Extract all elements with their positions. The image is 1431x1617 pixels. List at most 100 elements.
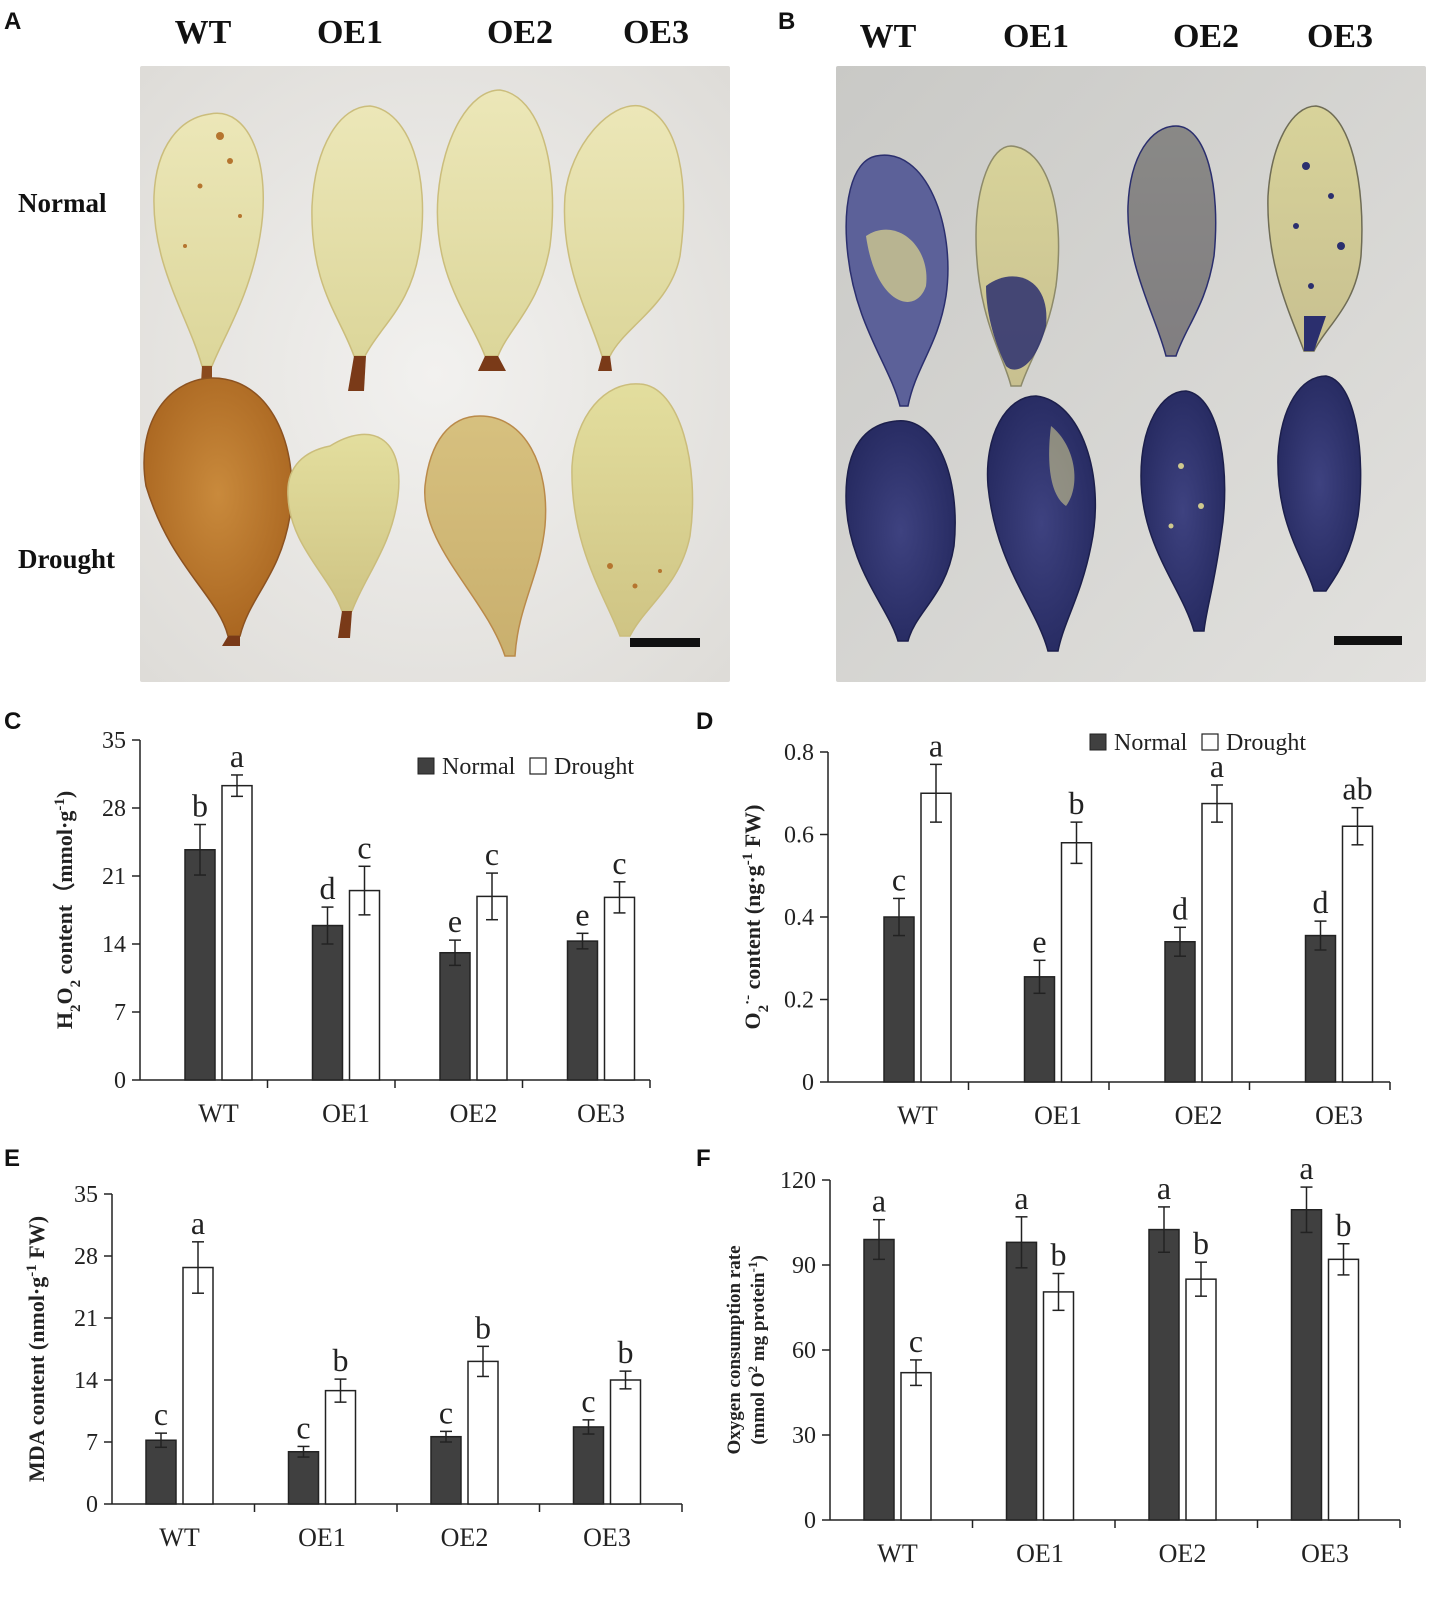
y-tick-label: 0 — [86, 1492, 98, 1518]
significance-letter: e — [1032, 923, 1046, 959]
y-axis-label-part: MDA content (nmol·g — [24, 1277, 49, 1482]
significance-letter: c — [892, 861, 906, 897]
photo-b-col-oe2: OE2 — [1172, 18, 1240, 55]
y-tick-label: 60 — [792, 1338, 816, 1364]
panel-letter-f: F — [696, 1145, 711, 1172]
legend-label-normal: Normal — [1114, 730, 1188, 756]
bar-normal — [1148, 1228, 1180, 1521]
bar-drought — [348, 889, 381, 1081]
bar-normal — [572, 1426, 605, 1505]
y-tick-label: 7 — [86, 1430, 98, 1456]
x-tick-label: OE3 — [577, 1099, 625, 1128]
leaf-b-drought-oe1 — [986, 395, 1097, 652]
bar-drought — [1327, 1258, 1360, 1521]
x-tick-label: OE1 — [1034, 1101, 1082, 1130]
chart-e-mda-content: 0 7 14 21 28 35 WT c a OE1 c b OE2 c b OE3 c b MDA content… — [0, 1180, 700, 1617]
chart-d-superoxide-content: 0 0.2 0.4 0.6 0.8 WT c a OE1 e b OE2 d a OE3 d ab O2·- co… — [700, 727, 1431, 1140]
significance-letter: c — [612, 845, 626, 881]
bar-normal — [287, 1450, 320, 1505]
bar-normal — [1164, 941, 1196, 1083]
significance-letter: d — [1172, 890, 1188, 926]
photo-b-col-wt: WT — [859, 18, 917, 55]
chart-c-h2o2-content: 0 7 14 21 28 35 WT b a OE1 d c OE2 e c OE3 e c H2O2 conten… — [0, 728, 700, 1140]
leaf-a-drought-oe3 — [571, 383, 694, 637]
y-axis-label-part: 2 — [68, 980, 84, 988]
leaf-b-drought-oe2 — [1140, 390, 1226, 632]
chart-f-oxygen-consumption-rate: 0 30 60 90 120 WT a c OE1 a b OE2 a b OE3 a b Oxygen cons… — [700, 1150, 1431, 1617]
bar-normal — [311, 924, 344, 1081]
significance-letter: b — [475, 1309, 491, 1345]
x-tick-label: OE2 — [1175, 1101, 1223, 1130]
bar-normal — [566, 940, 599, 1081]
bar-drought — [920, 792, 952, 1083]
y-tick-label: 0 — [802, 1070, 814, 1096]
y-axis-label: H2O2 content（mmol·g-1) — [52, 791, 84, 1029]
significance-letter: ab — [1342, 771, 1372, 807]
x-tick-label: OE1 — [1016, 1539, 1064, 1568]
significance-letter: d — [320, 870, 336, 906]
y-tick-label: 0.6 — [784, 823, 814, 849]
x-tick-label: OE2 — [450, 1099, 498, 1128]
significance-letter: a — [1299, 1150, 1313, 1186]
x-tick-label: WT — [159, 1523, 200, 1552]
bar-drought — [1201, 802, 1233, 1083]
significance-letter: a — [872, 1183, 886, 1219]
y-tick-label: 0 — [804, 1508, 816, 1534]
photo-a-col-oe2: OE2 — [486, 14, 554, 51]
bar-normal — [1304, 934, 1337, 1083]
photo-a-dab-stained-leaves — [140, 66, 730, 682]
x-tick-label: OE3 — [583, 1523, 631, 1552]
y-tick-label: 28 — [102, 796, 126, 822]
photo-b-scale-bar — [1334, 636, 1402, 645]
y-tick-label: 21 — [74, 1306, 98, 1332]
y-tick-label: 35 — [102, 728, 126, 754]
significance-letter: a — [1157, 1170, 1171, 1206]
bar-drought — [182, 1266, 214, 1505]
y-axis-label-part: FW) — [740, 805, 765, 853]
y-axis-label-part: mg protein — [748, 1272, 769, 1366]
bar-drought — [1341, 825, 1374, 1083]
bar-normal — [1005, 1241, 1038, 1521]
y-axis-label-part: -1 — [740, 853, 756, 866]
bar-drought — [1185, 1278, 1217, 1521]
significance-letter: b — [333, 1342, 349, 1378]
legend-swatch-normal — [417, 757, 435, 775]
y-axis-label-part: content (ng·g — [740, 865, 765, 995]
bar-normal — [145, 1439, 177, 1505]
y-tick-label: 14 — [102, 932, 126, 958]
photo-b-col-oe3: OE3 — [1306, 18, 1374, 55]
leaf-b-normal-oe3 — [1267, 105, 1363, 352]
y-tick-label: 28 — [74, 1244, 98, 1270]
y-axis-label-part: -1 — [745, 1262, 760, 1273]
photo-a-col-oe3: OE3 — [622, 14, 690, 51]
y-tick-label: 0.8 — [784, 740, 814, 766]
significance-letter: e — [448, 903, 462, 939]
bar-normal — [883, 916, 915, 1083]
leaf-b-normal-wt — [845, 154, 949, 407]
bar-normal — [863, 1238, 895, 1521]
bar-drought — [221, 784, 253, 1081]
x-tick-label: WT — [198, 1099, 239, 1128]
y-axis-label-part: ) — [748, 1255, 769, 1261]
y-tick-label: 30 — [792, 1423, 816, 1449]
x-tick-label: OE1 — [298, 1523, 346, 1552]
significance-letter: a — [929, 727, 943, 763]
legend-label-normal: Normal — [442, 754, 516, 780]
panel-letter-c: C — [4, 708, 22, 735]
legend-swatch-drought — [529, 757, 547, 775]
photo-b-nbt-stained-leaves — [836, 66, 1426, 682]
y-axis-label: O2·- content (ng·g-1 FW) — [740, 805, 772, 1030]
photo-a-row-normal: Normal — [18, 188, 107, 218]
x-tick-label: WT — [877, 1539, 918, 1568]
bar-normal — [1023, 976, 1056, 1083]
leaf-a-normal-oe3 — [563, 105, 685, 371]
significance-letter: b — [1193, 1225, 1209, 1261]
bar-drought — [476, 895, 508, 1081]
y-axis-label-part: ·- — [740, 995, 756, 1005]
leaf-a-drought-oe2 — [424, 415, 547, 657]
y-axis-label-line2: (mmol O2 mg protein-1) — [745, 1255, 770, 1445]
y-axis-label-part: -1 — [52, 798, 68, 811]
y-tick-label: 0 — [114, 1068, 126, 1094]
x-tick-label: OE2 — [1159, 1539, 1207, 1568]
